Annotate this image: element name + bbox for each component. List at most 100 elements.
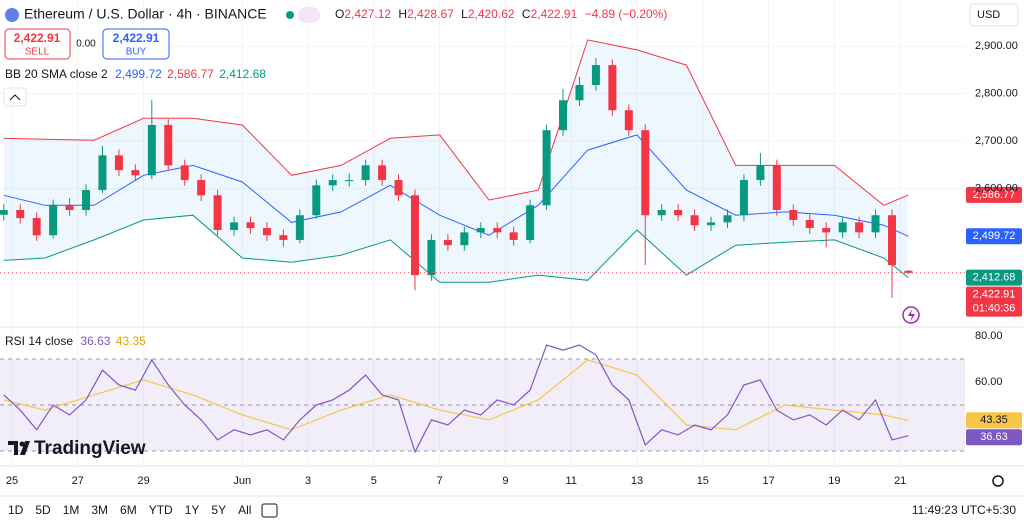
- range-button[interactable]: 6M: [120, 503, 137, 517]
- candle-body: [230, 222, 239, 230]
- candle-body: [378, 165, 387, 181]
- candle-body: [674, 210, 683, 216]
- alert-icon[interactable]: [902, 306, 920, 324]
- candle-body: [641, 130, 650, 216]
- axis-tag-label: 2,422.91: [973, 289, 1016, 301]
- candle-body: [822, 228, 831, 233]
- candle-body: [756, 165, 765, 181]
- candle-body: [427, 239, 436, 276]
- rsi-line: [3, 344, 909, 454]
- axis-tag-label: 01:40:36: [973, 303, 1016, 315]
- date-range-icon[interactable]: [261, 503, 278, 518]
- candle-body: [559, 100, 568, 131]
- symbol-icon: [5, 8, 19, 22]
- ohlc-value: 2,420.62: [468, 7, 515, 21]
- candle-body: [476, 228, 485, 233]
- x-tick-label: 27: [72, 475, 84, 487]
- y-tick-label: 60.00: [975, 376, 1003, 388]
- sell-label[interactable]: SELL: [25, 47, 50, 58]
- band-fill: [3, 39, 909, 283]
- candle-body: [542, 130, 551, 206]
- x-tick-label: 11: [566, 475, 577, 487]
- logo-dot: [19, 441, 25, 447]
- x-tick-label: 15: [697, 475, 709, 487]
- candle-body: [246, 222, 255, 229]
- range-button[interactable]: 5Y: [211, 503, 226, 517]
- sell-button[interactable]: [4, 28, 71, 60]
- axis-tag: [966, 228, 1022, 245]
- settings-icon[interactable]: [992, 475, 1004, 487]
- range-button[interactable]: 3M: [91, 503, 108, 517]
- range-button[interactable]: 5D: [35, 503, 51, 517]
- buy-label[interactable]: BUY: [126, 47, 147, 58]
- collapse-button[interactable]: [3, 87, 27, 107]
- x-tick-label: Jun: [233, 475, 251, 487]
- bb-title: BB 20 SMA close 2: [5, 67, 108, 81]
- candle-body: [114, 155, 123, 171]
- candle-body: [887, 215, 896, 266]
- candle-body: [180, 165, 189, 181]
- axis-tag-label: 2,412.68: [973, 272, 1016, 284]
- axis-tag: [966, 412, 1022, 429]
- candle-body: [526, 205, 535, 240]
- range-button[interactable]: 1Y: [185, 503, 200, 517]
- candle-body: [838, 222, 847, 233]
- axis-tag: [966, 286, 1022, 317]
- share-pill[interactable]: [298, 7, 320, 23]
- ohlc-key: C: [522, 7, 531, 21]
- range-button[interactable]: 1D: [8, 503, 24, 517]
- candle-body: [904, 270, 913, 273]
- x-tick-label: 9: [502, 475, 508, 487]
- range-button[interactable]: YTD: [149, 503, 173, 517]
- candle-body: [147, 124, 156, 176]
- currency[interactable]: USD: [977, 9, 1000, 21]
- bb-value: 2,586.77: [167, 67, 214, 81]
- candle-body: [608, 65, 617, 111]
- axis-tag-label: 2,586.77: [973, 189, 1016, 201]
- sell-price[interactable]: 2,422.91: [14, 31, 61, 45]
- axis-tag-label: 2,499.72: [973, 230, 1016, 242]
- candle-body: [312, 185, 321, 216]
- candle-body: [493, 228, 502, 233]
- candle-body: [805, 219, 814, 229]
- candle-body: [32, 218, 41, 236]
- rsi-value: 43.35: [116, 334, 146, 348]
- candle-body: [279, 235, 288, 240]
- bb-legend[interactable]: BB 20 SMA close 2 2,499.72 2,586.77 2,41…: [5, 67, 266, 81]
- candle-body: [460, 232, 469, 246]
- candle-body: [772, 165, 781, 211]
- candle-body: [65, 205, 74, 211]
- symbol-title[interactable]: Ethereum / U.S. Dollar · 4h · BINANCE: [24, 6, 267, 22]
- range-button[interactable]: 1M: [63, 503, 80, 517]
- range-button[interactable]: All: [238, 503, 251, 517]
- candle-body: [657, 210, 666, 216]
- y-tick-label: 2,900.00: [975, 40, 1018, 52]
- y-tick-label: 2,800.00: [975, 88, 1018, 100]
- buy-button[interactable]: [102, 28, 170, 60]
- candle-body: [262, 228, 271, 236]
- candle-body: [131, 170, 140, 176]
- y-tick-label: 2,600.00: [975, 183, 1018, 195]
- candle-body: [690, 215, 699, 226]
- candle-body: [443, 239, 452, 246]
- candle-body: [361, 165, 370, 181]
- y-tick-label: 80.00: [975, 330, 1003, 342]
- x-tick-label: 29: [137, 475, 149, 487]
- rsi-value: 36.63: [80, 334, 110, 348]
- candle-body: [723, 215, 732, 223]
- ohlc-key: H: [398, 7, 407, 21]
- axis-tag: [966, 429, 1022, 446]
- axis-tag-label: 36.63: [980, 431, 1008, 443]
- currency-button[interactable]: [969, 3, 1019, 27]
- rsi-legend[interactable]: RSI 14 close 36.63 43.35: [5, 334, 146, 348]
- rsi-title: RSI 14 close: [5, 334, 73, 348]
- candle-body: [789, 210, 798, 220]
- ohlc-value: 2,422.91: [531, 7, 578, 21]
- x-tick-label: 3: [305, 475, 311, 487]
- candle-body: [855, 222, 864, 233]
- axis-tag: [966, 186, 1022, 203]
- candle-body: [295, 215, 304, 240]
- buy-price[interactable]: 2,422.91: [113, 31, 160, 45]
- bb-value: 2,412.68: [219, 67, 266, 81]
- bb-value: 2,499.72: [115, 67, 162, 81]
